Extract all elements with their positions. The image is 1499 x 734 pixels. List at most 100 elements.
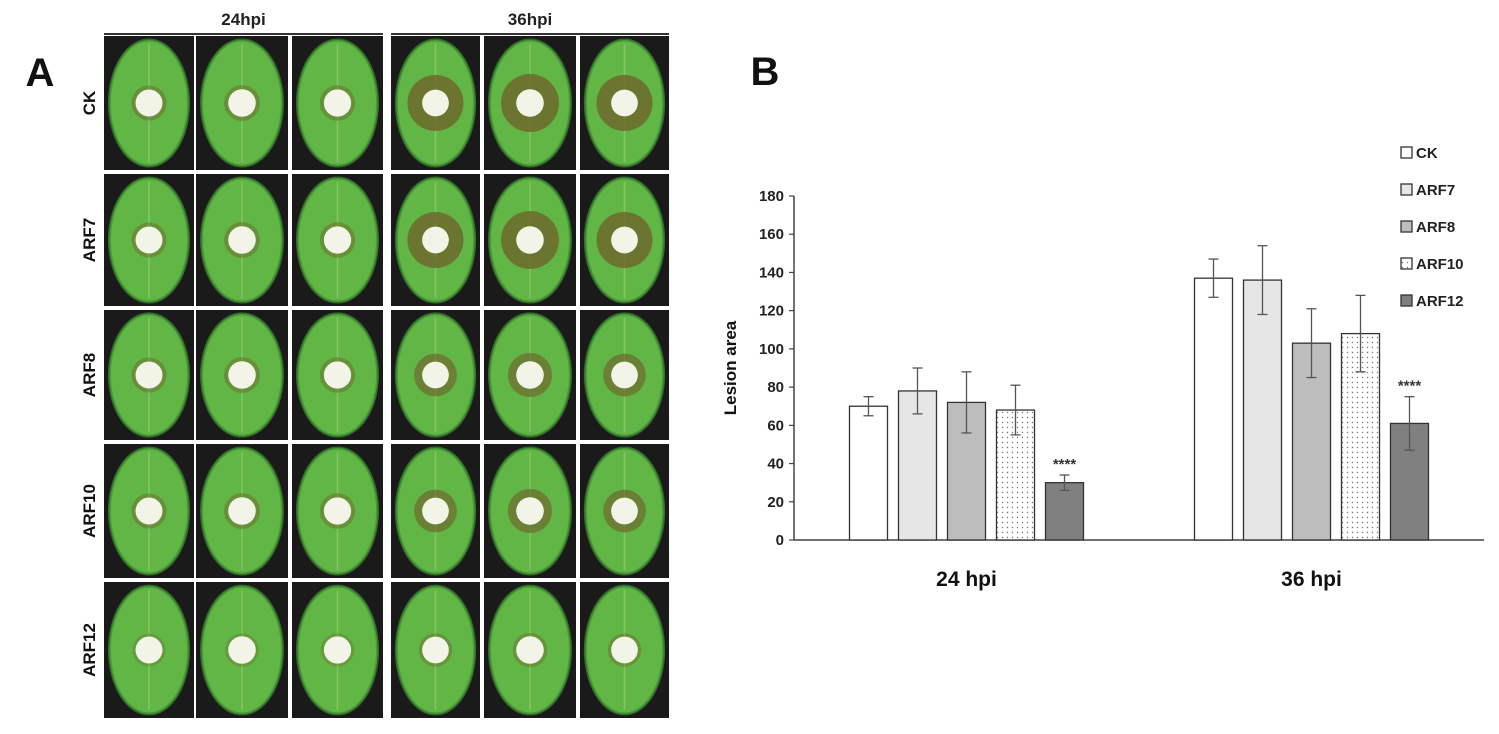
inoculum-disc [516, 89, 544, 117]
inoculum-disc [422, 361, 449, 389]
inoculum-disc [516, 497, 544, 525]
leaf-edge [583, 38, 666, 168]
inoculum-disc [135, 89, 163, 117]
inoculum-disc [228, 226, 256, 254]
inoculum-disc [422, 497, 449, 525]
leaf-photo [104, 444, 194, 578]
leaf-photo [391, 310, 480, 440]
leaf-photo [484, 582, 576, 718]
panel-a-photo-grid: A 24hpi 36hpi CK ARF7 ARF8 ARF10 ARF12 [0, 0, 690, 729]
significance-label: **** [1053, 456, 1077, 473]
legend-swatch-ARF10 [1400, 257, 1413, 270]
y-axis-title: Lesion area [721, 320, 740, 415]
y-tick-label: 0 [776, 532, 784, 549]
inoculum-disc [323, 226, 352, 254]
legend-swatch-CK [1400, 146, 1413, 159]
lesion-area-chart: B 0 20 40 60 80 100 120 140 160 180 Lesion area 24 h… [721, 50, 1484, 591]
leaf-edge [295, 446, 380, 576]
leaf-photo [580, 444, 669, 578]
leaf-edge [295, 176, 380, 304]
leaf-edge [200, 38, 284, 168]
inoculum-disc [135, 361, 163, 389]
y-tick-label: 100 [759, 341, 784, 358]
leaf-photo [196, 36, 288, 170]
y-tick-label: 80 [767, 379, 784, 396]
leaf-photo [484, 310, 576, 440]
inoculum-disc [228, 636, 256, 664]
legend-label-CK: CK [1416, 145, 1438, 162]
legend-label-ARF8: ARF8 [1416, 219, 1455, 236]
leaf-edge [200, 446, 284, 576]
row-label-ARF10: ARF10 [80, 484, 99, 538]
leaf-photo [484, 174, 576, 306]
row-label-ARF12: ARF12 [80, 623, 99, 677]
leaf-edge [583, 584, 666, 716]
panel-b-bar-chart: B 0 20 40 60 80 100 120 140 160 180 Lesion area 24 h… [690, 0, 1499, 729]
y-tick-label: 60 [767, 417, 784, 434]
leaf-edge [107, 176, 191, 304]
panel-a-label: A [26, 51, 55, 95]
leaf-edge [394, 176, 477, 304]
leaf-edge [200, 312, 284, 438]
leaf-edge [394, 312, 477, 438]
column-header-24hpi: 24hpi [221, 10, 265, 29]
inoculum-disc [323, 361, 352, 389]
inoculum-disc [422, 226, 449, 254]
leaf-edge [295, 312, 380, 438]
inoculum-disc [516, 226, 544, 254]
inoculum-disc [611, 361, 638, 389]
leaf-photo [484, 444, 576, 578]
bar-ARF7-36hpi [1242, 279, 1283, 541]
leaf-photo [104, 582, 194, 718]
leaf-photo [292, 582, 383, 718]
leaf-photo-grid: A 24hpi 36hpi CK ARF7 ARF8 ARF10 ARF12 [26, 10, 669, 718]
leaf-edge [107, 584, 191, 716]
leaf-photo [580, 582, 669, 718]
inoculum-disc [135, 636, 163, 664]
legend-label-ARF10: ARF10 [1416, 256, 1464, 273]
inoculum-disc [323, 497, 352, 525]
leaf-edge [394, 38, 477, 168]
legend-label-ARF12: ARF12 [1416, 293, 1464, 310]
leaf-photo [391, 36, 480, 170]
leaf-edge [488, 584, 572, 716]
panel-b-label: B [751, 50, 780, 94]
leaf-photo [484, 36, 576, 170]
inoculum-disc [228, 361, 256, 389]
leaf-photo [391, 582, 480, 718]
inoculum-disc [611, 226, 638, 254]
x-category-label: 36 hpi [1281, 568, 1342, 591]
leaf-edge [583, 176, 666, 304]
inoculum-disc [323, 89, 352, 117]
legend-swatch-ARF8 [1400, 220, 1413, 233]
leaf-photo [391, 174, 480, 306]
x-category-label: 24 hpi [936, 568, 997, 591]
inoculum-disc [611, 89, 638, 117]
y-tick-label: 180 [759, 188, 784, 205]
inoculum-disc [323, 636, 352, 664]
leaf-edge [200, 584, 284, 716]
significance-label: **** [1398, 378, 1422, 395]
inoculum-disc [228, 497, 256, 525]
row-label-ARF8: ARF8 [80, 353, 99, 397]
leaf-photo [104, 36, 194, 170]
legend-swatch-ARF7 [1400, 183, 1413, 196]
leaf-edge [488, 176, 572, 304]
leaf-photo [196, 310, 288, 440]
leaf-edge [488, 38, 572, 168]
leaf-edge [107, 312, 191, 438]
leaf-edge [295, 584, 380, 716]
leaf-photo [104, 310, 194, 440]
leaf-photo [292, 174, 383, 306]
leaf-photo [580, 36, 669, 170]
leaf-photo [292, 310, 383, 440]
y-tick-label: 120 [759, 303, 784, 320]
y-tick-label: 160 [759, 226, 784, 243]
leaf-edge [394, 446, 477, 576]
leaf-photo [196, 444, 288, 578]
inoculum-disc [228, 89, 256, 117]
inoculum-disc [611, 497, 638, 525]
row-label-ARF7: ARF7 [80, 218, 99, 262]
row-label-CK: CK [80, 90, 99, 115]
leaf-edge [107, 38, 191, 168]
